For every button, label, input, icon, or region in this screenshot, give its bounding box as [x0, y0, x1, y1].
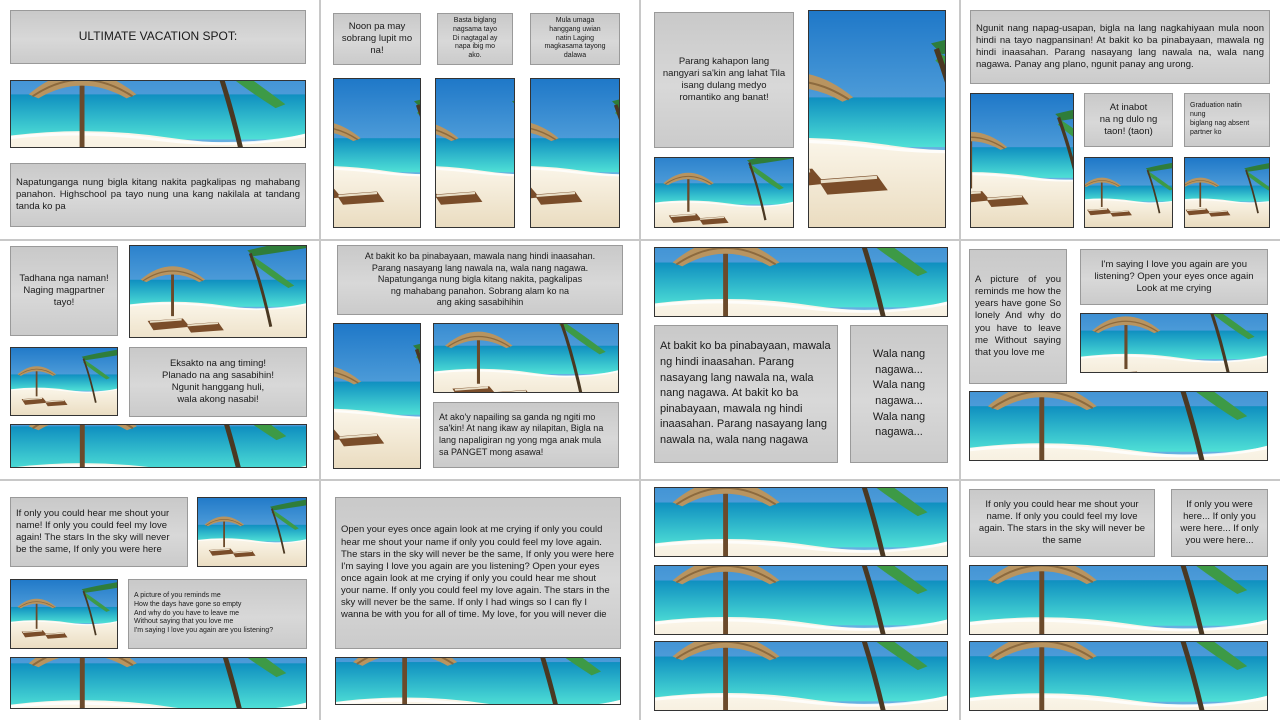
- beach-photo: [197, 497, 307, 567]
- beach-photo: [654, 247, 948, 317]
- beach-photo: [654, 641, 948, 711]
- beach-photo: [335, 657, 621, 705]
- beach-photo: [1184, 157, 1270, 228]
- slide-11[interactable]: [641, 481, 959, 719]
- grid-divider: [639, 0, 641, 720]
- slide-3[interactable]: Parang kahapon lang nangyari sa'kin ang …: [641, 0, 959, 238]
- beach-photo: [969, 391, 1268, 461]
- story-text: If only you were here... If only you wer…: [1171, 489, 1268, 557]
- slide-2[interactable]: Noon pa may sobrang lupit mo na! Basta b…: [321, 0, 639, 238]
- beach-photo: [530, 78, 620, 228]
- slide-9[interactable]: If only you could hear me shout your nam…: [0, 481, 318, 719]
- story-text: Eksakto na ang timing! Planado na ang sa…: [129, 347, 307, 417]
- story-text: Napatunganga nung bigla kitang nakita pa…: [10, 163, 306, 227]
- beach-photo: [1080, 313, 1268, 373]
- story-text: At ako'y napailing sa ganda ng ngiti mo …: [433, 402, 619, 468]
- story-text: A picture of you reminds me How the days…: [128, 579, 307, 649]
- beach-photo: [654, 157, 794, 228]
- slide-12[interactable]: If only you could hear me shout your nam…: [961, 481, 1279, 719]
- story-text: Parang kahapon lang nangyari sa'kin ang …: [654, 12, 794, 148]
- beach-photo: [129, 245, 307, 338]
- slide-title: ULTIMATE VACATION SPOT:: [10, 10, 306, 64]
- beach-photo: [10, 579, 118, 649]
- slide-8[interactable]: A picture of you reminds me how the year…: [961, 241, 1279, 479]
- beach-photo: [654, 565, 948, 635]
- beach-photo: [435, 78, 515, 228]
- grid-divider: [0, 239, 1280, 241]
- slide-6[interactable]: At bakit ko ba pinabayaan, mawala nang h…: [321, 241, 639, 479]
- story-text: Graduation natin nung biglang nag absent…: [1184, 93, 1270, 147]
- beach-photo: [10, 424, 307, 468]
- beach-photo: [10, 347, 118, 416]
- story-text: Noon pa may sobrang lupit mo na!: [333, 13, 421, 65]
- story-text: Basta biglang nagsama tayo Di nagtagal a…: [437, 13, 513, 65]
- beach-photo: [808, 10, 946, 228]
- grid-divider: [0, 479, 1280, 481]
- beach-photo: [333, 78, 421, 228]
- beach-photo: [654, 487, 948, 557]
- slide-10[interactable]: Open your eyes once again look at me cry…: [321, 481, 639, 719]
- slide-7[interactable]: At bakit ko ba pinabayaan, mawala ng hin…: [641, 241, 959, 479]
- story-text: If only you could hear me shout your nam…: [969, 489, 1155, 557]
- slide-5[interactable]: Tadhana nga naman! Naging magpartner tay…: [0, 241, 318, 479]
- slide-4[interactable]: Ngunit nang napag-usapan, bigla na lang …: [961, 0, 1279, 238]
- story-text: Mula umaga hanggang uwian natin Laging m…: [530, 13, 620, 65]
- grid-divider: [959, 0, 961, 720]
- story-text: I'm saying I love you again are you list…: [1080, 249, 1268, 305]
- beach-photo: [433, 323, 619, 393]
- beach-photo: [969, 565, 1268, 635]
- beach-photo: [333, 323, 421, 469]
- story-text: At bakit ko ba pinabayaan, mawala nang h…: [337, 245, 623, 315]
- beach-photo: [1084, 157, 1173, 228]
- story-text: At inabot na ng dulo ng taon! (taon): [1084, 93, 1173, 147]
- beach-photo: [10, 657, 307, 709]
- beach-photo: [970, 93, 1074, 228]
- grid-divider: [319, 0, 321, 720]
- story-text: Tadhana nga naman! Naging magpartner tay…: [10, 246, 118, 336]
- story-text: A picture of you reminds me how the year…: [969, 249, 1067, 384]
- beach-photo: [10, 80, 306, 148]
- story-text: Wala nang nagawa... Wala nang nagawa... …: [850, 325, 948, 463]
- slide-1[interactable]: ULTIMATE VACATION SPOT: Napatunganga nun…: [0, 0, 318, 238]
- story-text: At bakit ko ba pinabayaan, mawala ng hin…: [654, 325, 838, 463]
- story-text: Ngunit nang napag-usapan, bigla na lang …: [970, 10, 1270, 84]
- story-text: If only you could hear me shout your nam…: [10, 497, 188, 567]
- story-text: Open your eyes once again look at me cry…: [335, 497, 621, 649]
- beach-photo: [969, 641, 1268, 711]
